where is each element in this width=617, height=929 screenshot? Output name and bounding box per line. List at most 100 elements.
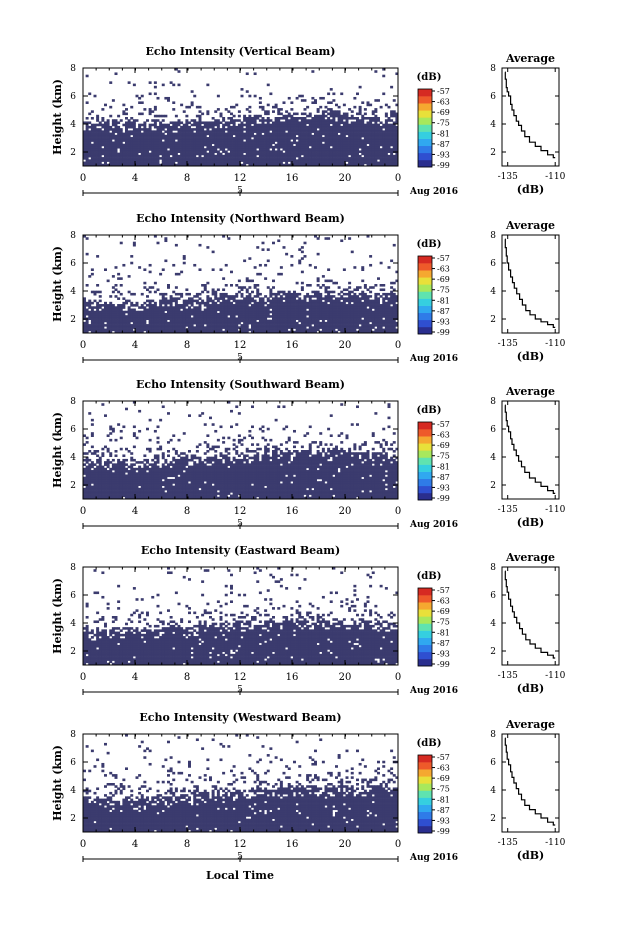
echo-cell <box>235 150 239 153</box>
echo-cell <box>356 112 359 116</box>
echo-cell <box>227 117 231 120</box>
echo-cell <box>203 137 207 140</box>
echo-cell <box>230 326 233 329</box>
echo-cell <box>172 308 176 312</box>
colorbar-unit: (dB) <box>417 72 442 83</box>
echo-cell <box>161 306 165 309</box>
echo-cell <box>300 137 304 140</box>
echo-cell <box>295 161 299 165</box>
echo-cell <box>219 161 223 165</box>
echo-cell <box>201 157 205 160</box>
echo-cell <box>253 125 257 129</box>
echo-cell <box>109 157 113 160</box>
echo-cell <box>135 319 139 323</box>
echo-cell <box>198 315 202 318</box>
echo-cell <box>248 139 252 142</box>
echo-cell <box>379 310 383 314</box>
echo-cell <box>314 101 317 104</box>
echo-cell <box>382 310 386 314</box>
echo-cell <box>353 288 357 292</box>
echo-cell <box>232 324 236 327</box>
echo-cell <box>117 114 121 118</box>
echo-cell <box>161 330 165 334</box>
echo-cell <box>243 330 247 334</box>
echo-cell <box>342 103 346 107</box>
echo-cell <box>88 145 92 149</box>
echo-cell <box>201 132 205 136</box>
echo-cell <box>303 312 307 316</box>
echo-cell <box>366 125 370 129</box>
echo-cell <box>293 139 296 142</box>
echo-cell <box>222 312 226 316</box>
echo-cell <box>274 150 278 153</box>
echo-cell <box>264 330 268 334</box>
echo-cell <box>274 310 278 314</box>
echo-cell <box>395 117 399 120</box>
echo-cell <box>203 321 207 325</box>
echo-cell <box>353 105 357 109</box>
echo-cell <box>167 125 170 129</box>
echo-cell <box>369 326 373 329</box>
echo-cell <box>256 312 260 316</box>
echo-cell <box>127 125 131 129</box>
echo-cell <box>222 235 226 238</box>
echo-cell <box>177 70 181 73</box>
echo-cell <box>143 141 147 145</box>
echo-cell <box>240 308 244 312</box>
echo-cell <box>172 319 176 323</box>
echo-cell <box>340 324 344 327</box>
echo-cell <box>209 315 212 318</box>
echo-cell <box>148 137 152 140</box>
echo-cell <box>324 152 328 156</box>
echo-cell <box>201 130 205 133</box>
echo-cell <box>251 279 254 283</box>
echo-cell <box>387 128 391 131</box>
echo-cell <box>248 117 252 120</box>
echo-cell <box>295 130 299 133</box>
echo-cell <box>337 328 341 332</box>
echo-cell <box>135 317 139 320</box>
echo-cell <box>348 237 352 240</box>
echo-cell <box>248 105 252 109</box>
echo-cell <box>316 277 320 280</box>
echo-cell <box>374 123 378 127</box>
echo-cell <box>148 148 152 151</box>
echo-cell <box>361 121 365 125</box>
echo-cell <box>329 110 333 113</box>
echo-cell <box>316 139 320 142</box>
echo-cell <box>143 143 147 147</box>
echo-cell <box>237 159 241 162</box>
echo-cell <box>206 312 210 316</box>
echo-cell <box>101 304 105 307</box>
echo-cell <box>209 130 212 133</box>
echo-cell <box>287 317 291 320</box>
echo-cell <box>214 128 218 131</box>
echo-cell <box>224 150 228 153</box>
echo-cell <box>159 304 163 307</box>
echo-cell <box>201 290 205 294</box>
echo-cell <box>167 128 170 131</box>
echo-cell <box>311 157 315 160</box>
echo-cell <box>314 299 317 303</box>
echo-cell <box>109 328 113 332</box>
echo-cell <box>201 328 205 332</box>
echo-cell <box>332 326 336 329</box>
echo-cell <box>96 284 100 287</box>
echo-cell <box>138 125 142 129</box>
echo-cell <box>230 141 233 145</box>
echo-cell <box>119 152 123 156</box>
echo-cell <box>332 137 336 140</box>
echo-cell <box>222 159 226 162</box>
echo-cell <box>243 119 247 122</box>
echo-cell <box>353 125 357 129</box>
echo-cell <box>245 312 249 316</box>
echo-cell <box>219 317 223 320</box>
echo-cell <box>219 306 223 309</box>
echo-cell <box>392 99 396 102</box>
echo-cell <box>308 308 312 312</box>
echo-cell <box>293 304 296 307</box>
echo-cell <box>222 304 226 307</box>
echo-cell <box>96 141 100 145</box>
echo-cell <box>392 110 396 113</box>
echo-cell <box>371 310 375 314</box>
